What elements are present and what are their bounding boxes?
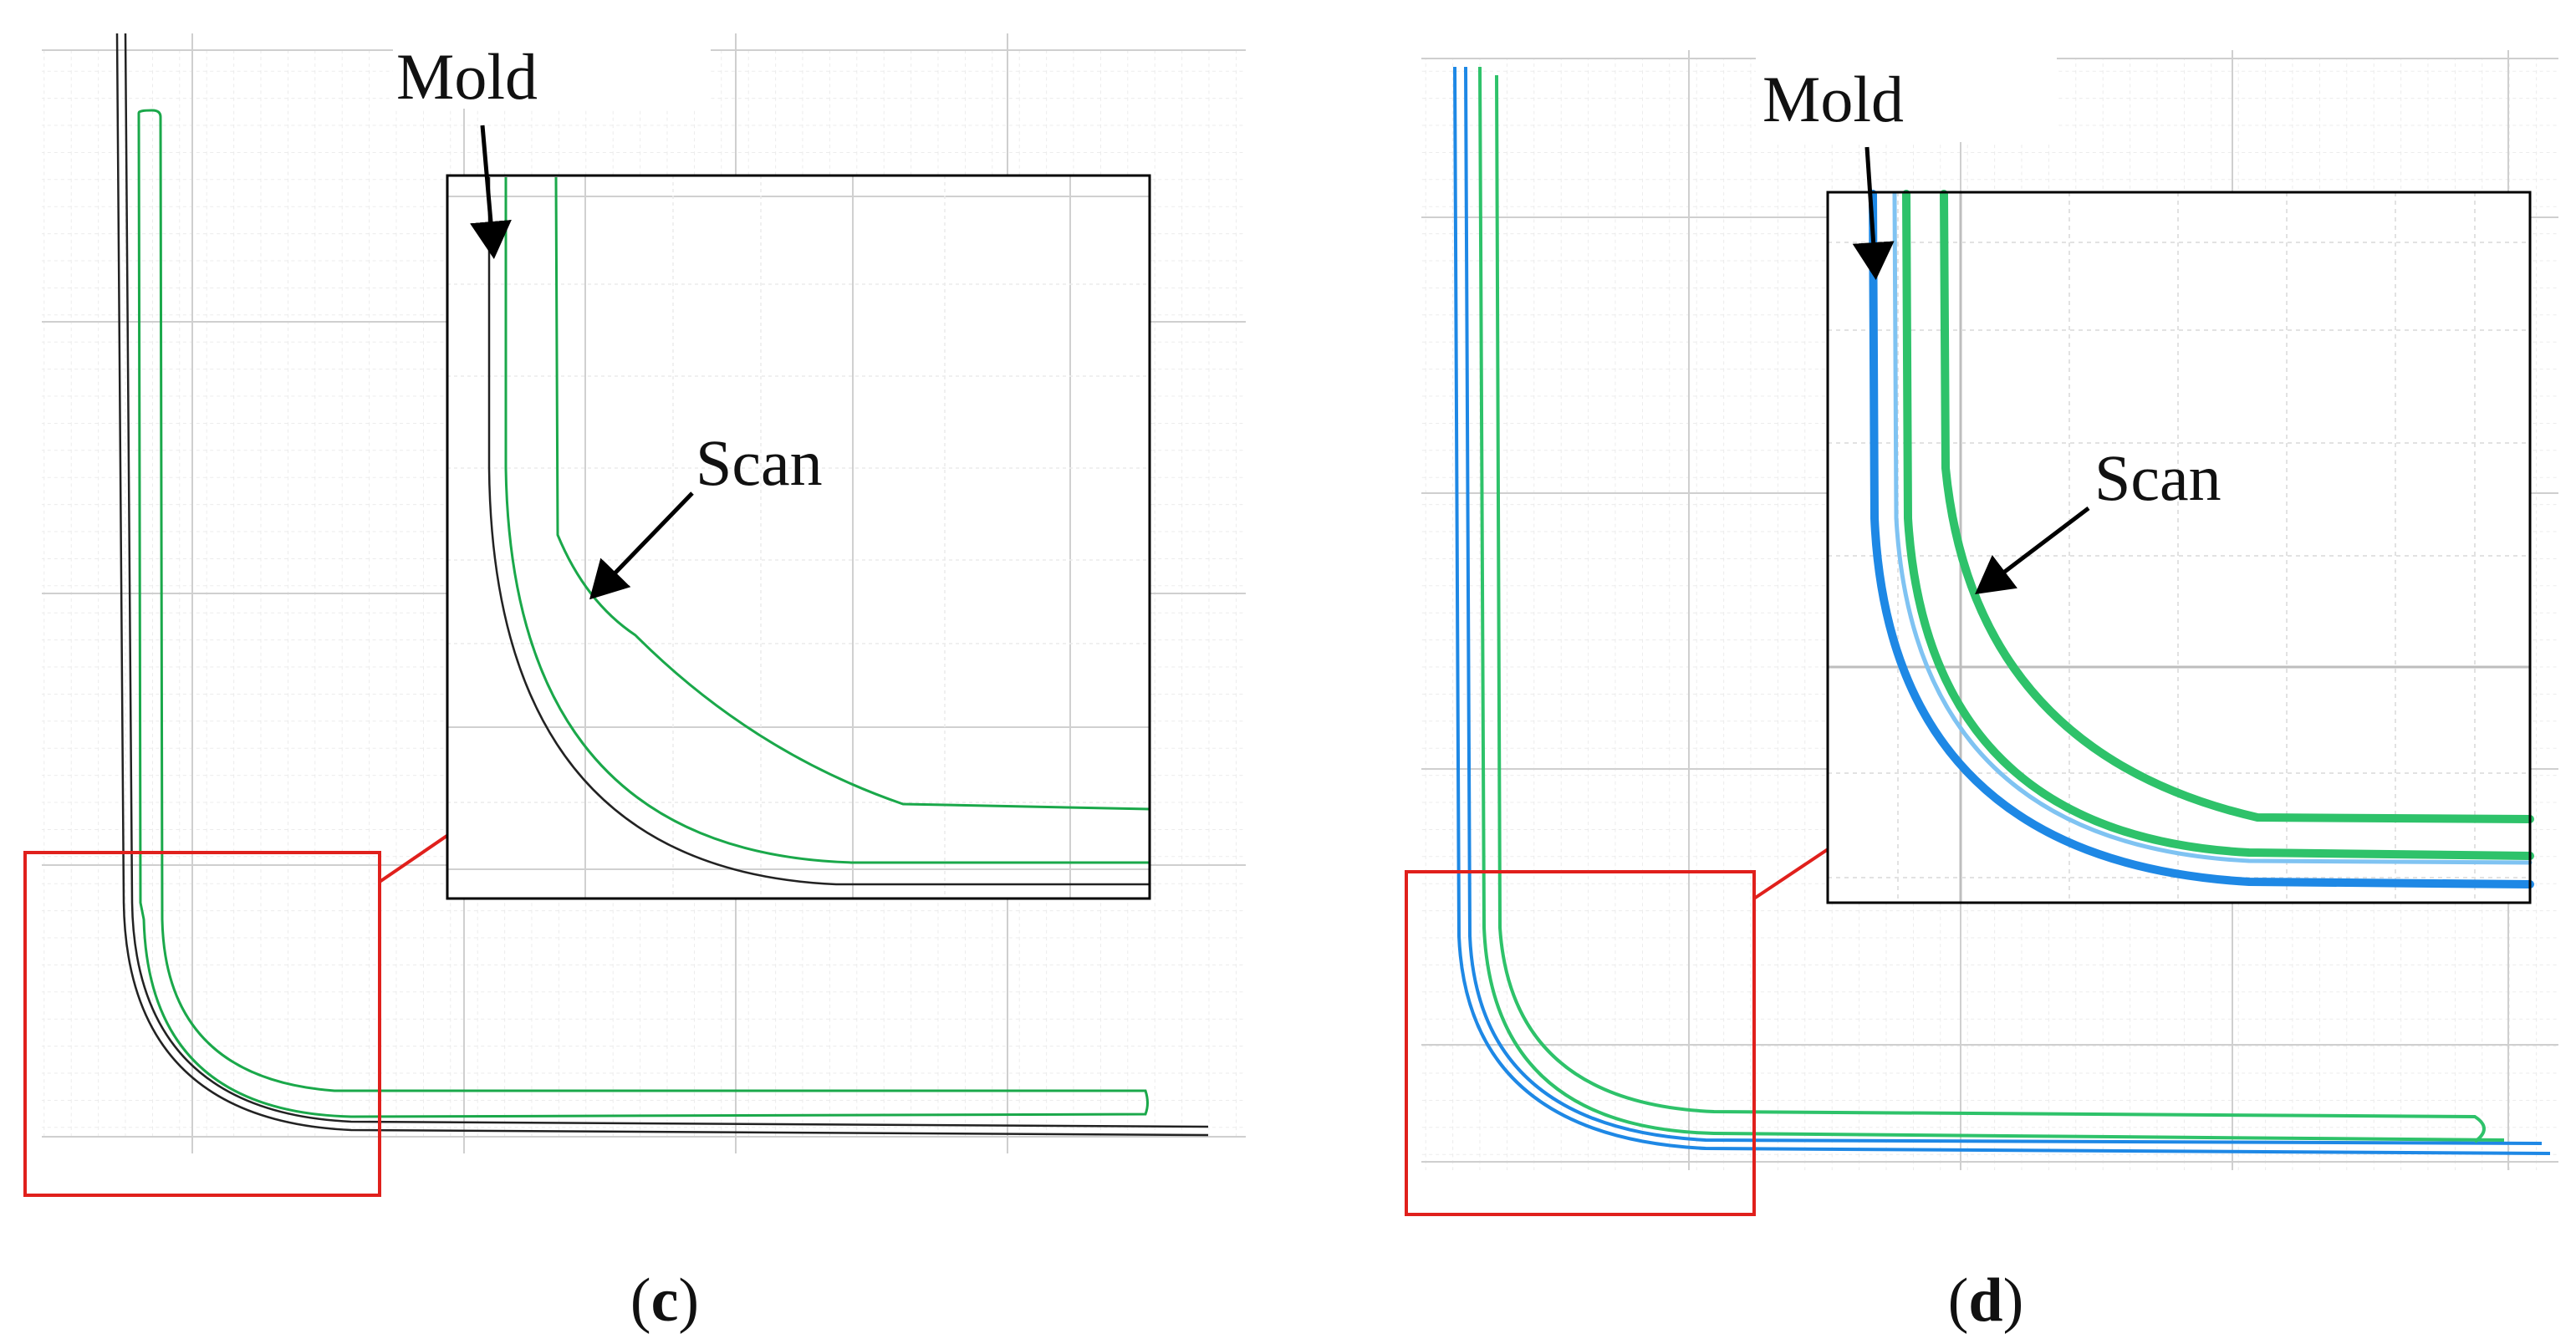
panel-d-zoom-box	[1405, 870, 1756, 1216]
panel-d-scan-arrow	[1975, 507, 2090, 595]
panel-d-inset-mold-line	[1869, 190, 2534, 888]
panel-d-inset	[1826, 190, 2534, 904]
panel-c-caption: (c)	[630, 1266, 699, 1335]
panel-c-scan-arrow	[589, 491, 694, 600]
panel-d-inset-scan-line-1	[1902, 190, 2534, 860]
panel-c-inset-scan-line-1	[504, 177, 1150, 864]
panel-c-scan-profile	[137, 109, 1149, 1118]
panel-c-scan-label: Scan	[696, 426, 823, 499]
panel-c-mold-arrow	[470, 125, 512, 259]
panel-d-caption: (d)	[1948, 1266, 2023, 1335]
panel-d: Mold Scan (d)	[1405, 42, 2558, 1335]
panel-c-inset-mold-line	[487, 177, 1150, 886]
panel-c-inset	[446, 174, 1151, 900]
panel-d-scan-label: Scan	[2094, 441, 2221, 514]
panel-d-mold-arrow	[1852, 146, 1895, 280]
panel-d-scan-profile	[1478, 66, 2505, 1143]
panel-c: Mold Scan (c)	[23, 33, 1246, 1335]
panel-c-inset-scan-line-2	[554, 176, 1150, 811]
panel-d-mold-label: Mold	[1762, 63, 1904, 135]
panel-d-mold-profile	[1453, 66, 2551, 1155]
panel-c-zoom-box	[23, 851, 381, 1197]
panel-c-mold-label: Mold	[396, 40, 538, 113]
panel-d-inset-scan-line-2	[1940, 190, 2534, 823]
panel-c-mold-profile	[115, 33, 1209, 1137]
